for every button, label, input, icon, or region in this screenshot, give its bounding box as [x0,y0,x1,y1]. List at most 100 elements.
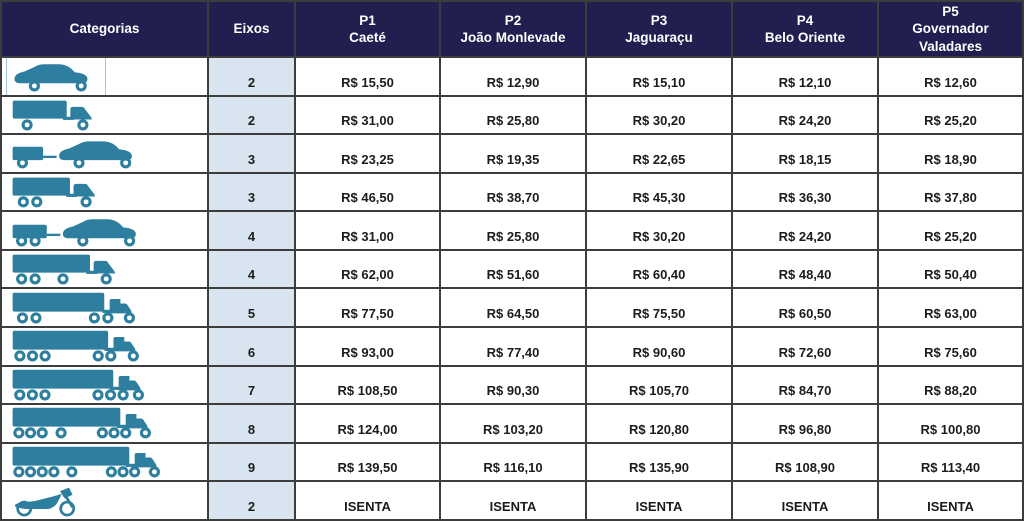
category-cell [2,366,207,404]
price-cell-p3: R$ 15,10 [587,58,731,95]
price-cell-p5: R$ 25,20 [879,212,1022,249]
price-cell-p4: R$ 24,20 [733,212,877,249]
category-cell [2,173,207,211]
price-cell-p3: R$ 45,30 [587,173,731,211]
axles-cell: 7 [209,366,294,404]
car-icon[interactable] [6,58,106,95]
axles-cell: 2 [209,482,294,519]
price-cell-p4: R$ 108,90 [733,443,877,481]
table-row: 7 R$ 108,50 R$ 90,30 R$ 105,70 R$ 84,70 … [2,366,1022,404]
price-cell-p2: R$ 19,35 [441,135,585,172]
plaza-code: P5 [942,4,959,20]
price-cell-p5: ISENTA [879,482,1022,519]
plaza-name: Jaguaraçu [625,30,693,45]
price-cell-p4: R$ 18,15 [733,135,877,172]
price-cell-p4: R$ 48,40 [733,250,877,288]
price-cell-p2: R$ 64,50 [441,289,585,327]
price-cell-p3: ISENTA [587,482,731,519]
price-cell-p5: R$ 88,20 [879,366,1022,404]
price-cell-p3: R$ 60,40 [587,250,731,288]
price-cell-p1: R$ 77,50 [296,289,439,327]
plaza-name: Governador Valadares [912,21,989,54]
axles-cell: 3 [209,135,294,172]
axles-cell: 8 [209,405,294,442]
table-row: 6 R$ 93,00 R$ 77,40 R$ 90,60 R$ 72,60 R$… [2,328,1022,365]
table-row: 2 R$ 15,50 R$ 12,90 R$ 15,10 R$ 12,10 R$… [2,58,1022,95]
price-cell-p2: R$ 12,90 [441,58,585,95]
table-row: 3 R$ 46,50 R$ 38,70 R$ 45,30 R$ 36,30 R$… [2,173,1022,211]
price-cell-p1: R$ 108,50 [296,366,439,404]
price-cell-p5: R$ 12,60 [879,58,1022,95]
price-cell-p5: R$ 75,60 [879,328,1022,365]
col-header-p3: P3 Jaguaraçu [587,2,731,56]
col-header-eixos: Eixos [209,2,294,56]
col-header-categorias-label: Categorias [69,21,140,37]
axles-cell: 6 [209,328,294,365]
price-cell-p3: R$ 120,80 [587,405,731,442]
plaza-code: P4 [796,12,814,28]
price-cell-p1: R$ 93,00 [296,328,439,365]
price-cell-p5: R$ 100,80 [879,405,1022,442]
price-cell-p1: R$ 23,25 [296,135,439,172]
price-cell-p4: R$ 96,80 [733,405,877,442]
semi-7axle-icon [9,367,151,403]
price-cell-p2: R$ 51,60 [441,250,585,288]
semi-6axle-icon [9,328,146,364]
price-cell-p2: R$ 90,30 [441,366,585,404]
car-with-2axle-trailer-icon [9,213,153,249]
axles-cell: 2 [209,96,294,134]
price-cell-p3: R$ 135,90 [587,443,731,481]
table-row: 3 R$ 23,25 R$ 19,35 R$ 22,65 R$ 18,15 R$… [2,135,1022,172]
price-cell-p4: R$ 84,70 [733,366,877,404]
axles-cell: 4 [209,212,294,249]
category-cell [2,482,207,519]
table-row: 2 R$ 31,00 R$ 25,80 R$ 30,20 R$ 24,20 R$… [2,96,1022,134]
price-cell-p3: R$ 105,70 [587,366,731,404]
price-cell-p3: R$ 22,65 [587,135,731,172]
truck-3axle-icon [9,174,104,210]
truck-4axle-icon [9,251,126,287]
price-cell-p3: R$ 30,20 [587,212,731,249]
price-cell-p4: ISENTA [733,482,877,519]
category-cell [2,443,207,481]
col-header-p2: P2 João Monlevade [441,2,585,56]
price-cell-p2: ISENTA [441,482,585,519]
plaza-code: P3 [650,12,668,28]
semi-5axle-icon [9,290,142,326]
price-cell-p4: R$ 60,50 [733,289,877,327]
col-header-categorias: Categorias [2,2,207,56]
table-row: 4 R$ 31,00 R$ 25,80 R$ 30,20 R$ 24,20 R$… [2,212,1022,249]
price-cell-p2: R$ 38,70 [441,173,585,211]
plaza-code: P1 [359,12,376,28]
price-cell-p3: R$ 90,60 [587,328,731,365]
price-cell-p4: R$ 24,20 [733,96,877,134]
price-cell-p2: R$ 77,40 [441,328,585,365]
col-header-p1: P1 Caeté [296,2,439,56]
table-row: 5 R$ 77,50 R$ 64,50 R$ 75,50 R$ 60,50 R$… [2,289,1022,327]
category-cell [2,212,207,249]
plaza-name: João Monlevade [460,30,566,45]
car-with-trailer-icon [9,135,149,171]
axles-cell: 3 [209,173,294,211]
category-cell [2,58,207,95]
axles-cell: 2 [209,58,294,95]
price-cell-p1: R$ 46,50 [296,173,439,211]
price-cell-p5: R$ 37,80 [879,173,1022,211]
axles-cell: 4 [209,250,294,288]
price-cell-p1: ISENTA [296,482,439,519]
price-cell-p2: R$ 116,10 [441,443,585,481]
price-cell-p1: R$ 31,00 [296,96,439,134]
price-cell-p1: R$ 31,00 [296,212,439,249]
price-cell-p5: R$ 113,40 [879,443,1022,481]
table-row: 8 R$ 124,00 R$ 103,20 R$ 120,80 R$ 96,80… [2,405,1022,442]
price-cell-p5: R$ 63,00 [879,289,1022,327]
price-cell-p1: R$ 124,00 [296,405,439,442]
motorcycle-icon [9,483,86,519]
col-header-eixos-label: Eixos [233,21,270,37]
price-cell-p4: R$ 12,10 [733,58,877,95]
price-cell-p1: R$ 15,50 [296,58,439,95]
price-cell-p4: R$ 36,30 [733,173,877,211]
price-cell-p3: R$ 75,50 [587,289,731,327]
category-cell [2,289,207,327]
